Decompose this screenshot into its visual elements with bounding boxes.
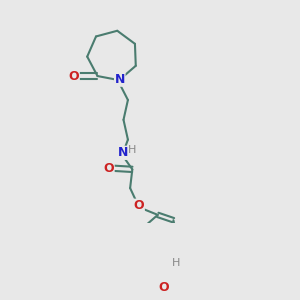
Text: O: O [69,70,79,83]
Text: N: N [118,146,129,159]
Text: N: N [115,73,125,86]
Text: O: O [159,281,169,294]
Text: H: H [171,258,180,268]
Text: H: H [128,145,136,155]
Text: O: O [134,199,144,212]
Text: O: O [103,162,114,175]
